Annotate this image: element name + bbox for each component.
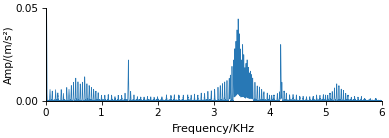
X-axis label: Frequency/KHz: Frequency/KHz (172, 124, 255, 134)
Y-axis label: Amp/(m/s²): Amp/(m/s²) (4, 25, 14, 84)
